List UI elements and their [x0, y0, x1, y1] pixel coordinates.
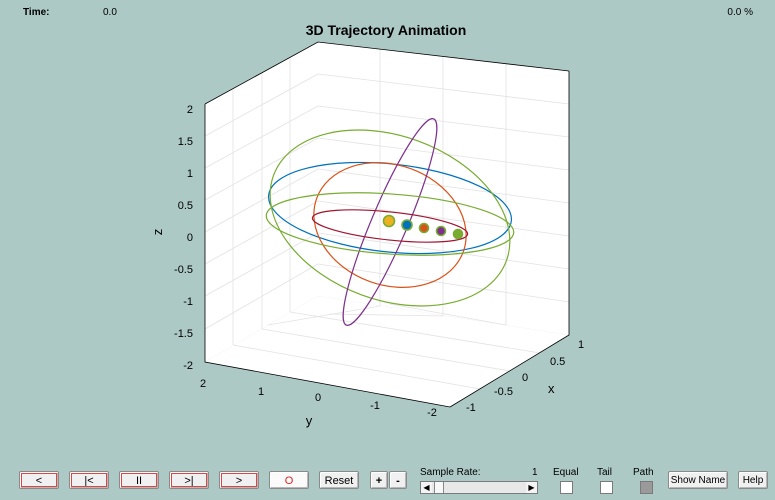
marker-group — [382, 214, 464, 240]
sample-rate-value: 1 — [532, 467, 538, 478]
help-button[interactable]: Help — [738, 471, 768, 489]
z-tick-label: -1.5 — [174, 328, 193, 340]
slow-down-button[interactable]: - — [389, 471, 407, 489]
y-tick-label: -2 — [427, 407, 437, 419]
trajectory-plot[interactable]: 3D Trajectory Animation — [0, 0, 775, 465]
sample-rate-label: Sample Rate: — [420, 467, 481, 478]
sample-rate-slider[interactable]: ◀ ▶ — [420, 481, 538, 494]
reset-button[interactable]: Reset — [319, 471, 359, 489]
y-tick-label: -1 — [370, 400, 380, 412]
path-checkbox[interactable] — [640, 481, 653, 494]
time-label: Time: — [23, 7, 50, 18]
go-to-end-button[interactable]: >| — [169, 471, 209, 489]
path-label: Path — [633, 467, 654, 478]
step-forward-button[interactable]: > — [219, 471, 259, 489]
z-tick-label: -1 — [183, 296, 193, 308]
pause-button[interactable]: II — [119, 471, 159, 489]
body-marker — [452, 228, 464, 240]
orbit-path — [265, 192, 515, 256]
body-marker — [382, 214, 396, 228]
z-tick-label: -2 — [183, 360, 193, 372]
y-tick-label: 1 — [258, 386, 264, 398]
y-tick-label: 2 — [200, 378, 206, 390]
y-axis-label: y — [306, 413, 313, 428]
orbit-path — [311, 209, 469, 243]
x-tick-label: 0 — [522, 372, 528, 384]
slider-thumb[interactable] — [434, 482, 444, 493]
z-axis-label: z — [150, 229, 165, 236]
body-marker — [401, 219, 413, 231]
body-marker — [435, 225, 447, 237]
x-tick-label: 1 — [578, 339, 584, 351]
go-to-start-button[interactable]: |< — [69, 471, 109, 489]
body-marker — [418, 222, 430, 234]
time-value: 0.0 — [103, 7, 117, 18]
z-tick-label: -0.5 — [174, 264, 193, 276]
z-tick-label: 1.5 — [178, 136, 193, 148]
orbit-path — [313, 162, 467, 288]
z-tick-label: 2 — [187, 104, 193, 116]
step-back-button[interactable]: < — [19, 471, 59, 489]
equal-checkbox[interactable] — [560, 481, 573, 494]
record-button[interactable]: O — [269, 471, 309, 489]
y-tick-label: 0 — [315, 392, 321, 404]
speed-up-button[interactable]: + — [370, 471, 388, 489]
z-tick-label: 0 — [187, 232, 193, 244]
progress-percent: 0.0 % — [727, 7, 753, 18]
x-tick-label: -1 — [466, 402, 476, 414]
slider-right-arrow-icon[interactable]: ▶ — [526, 482, 537, 493]
slider-left-arrow-icon[interactable]: ◀ — [421, 482, 432, 493]
orbit-path — [269, 129, 511, 307]
show-name-button[interactable]: Show Name — [668, 471, 728, 489]
tail-label: Tail — [597, 467, 613, 478]
x-axis-label: x — [548, 381, 555, 396]
equal-label: Equal — [553, 467, 579, 478]
x-tick-label: 0.5 — [550, 356, 565, 368]
x-tick-label: -0.5 — [494, 386, 513, 398]
z-tick-label: 0.5 — [178, 200, 193, 212]
z-tick-label: 1 — [187, 168, 193, 180]
tail-checkbox[interactable] — [600, 481, 613, 494]
chart-title: 3D Trajectory Animation — [306, 22, 467, 38]
